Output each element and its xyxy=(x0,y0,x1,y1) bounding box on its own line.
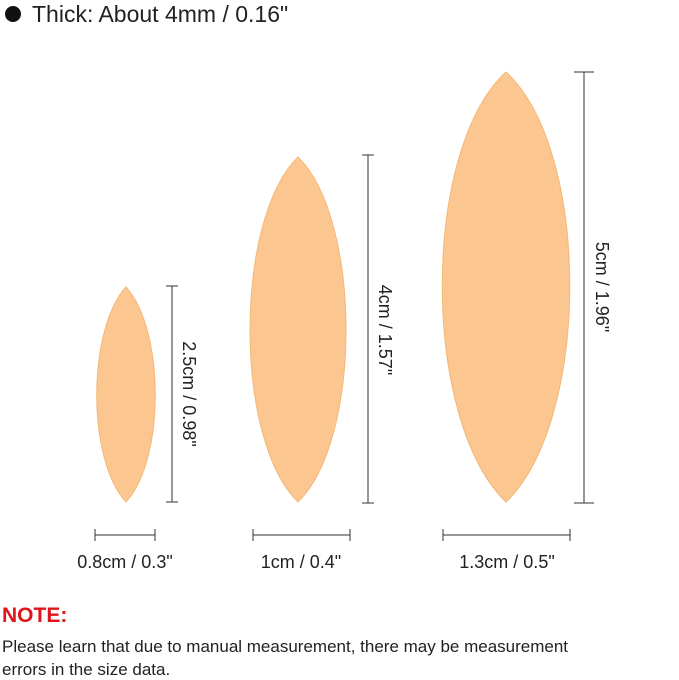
large-shape xyxy=(441,71,571,503)
header-text: Thick: About 4mm / 0.16" xyxy=(32,1,288,27)
note-line: errors in the size data. xyxy=(2,660,170,679)
height-label: 5cm / 1.96" xyxy=(592,242,612,332)
bullet xyxy=(5,6,21,22)
height-label: 2.5cm / 0.98" xyxy=(179,341,199,446)
width-label: 1.3cm / 0.5" xyxy=(459,552,554,572)
small-shape xyxy=(96,286,156,503)
note-line: Please learn that due to manual measurem… xyxy=(2,637,568,656)
note-title: NOTE: xyxy=(2,604,67,627)
height-label: 4cm / 1.57" xyxy=(375,285,395,375)
width-label: 1cm / 0.4" xyxy=(261,552,341,572)
width-label: 0.8cm / 0.3" xyxy=(77,552,172,572)
medium-shape xyxy=(249,156,347,503)
